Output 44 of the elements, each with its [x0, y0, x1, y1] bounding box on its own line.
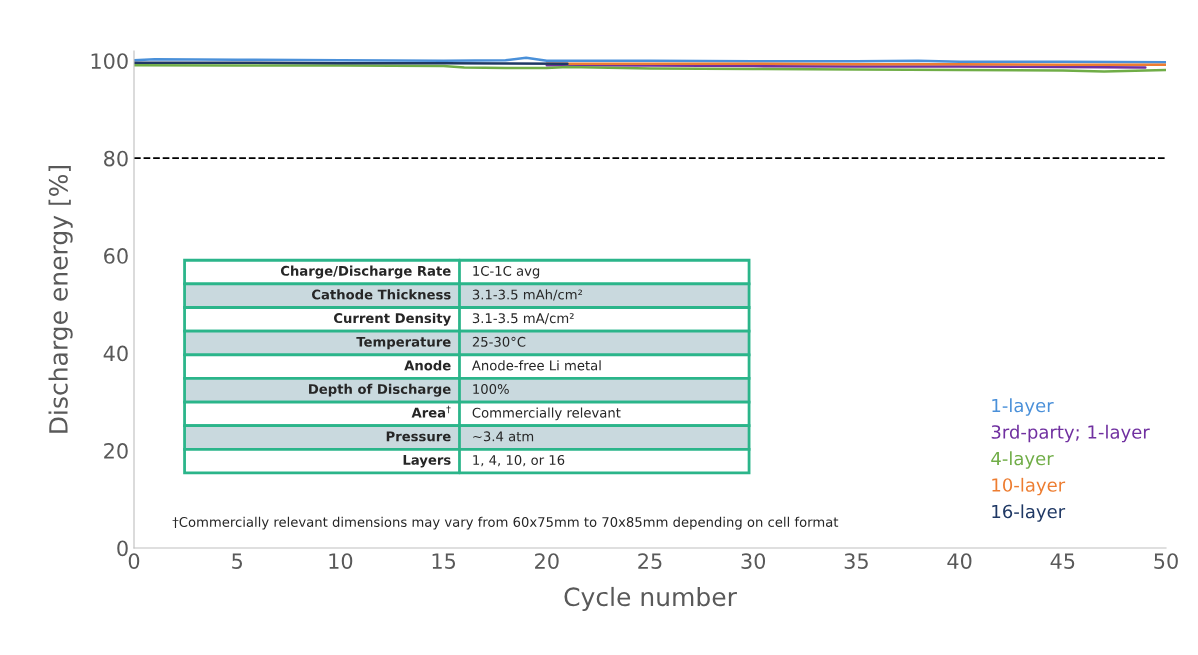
x-tick-label: 45 — [1050, 553, 1075, 569]
annotation: 3.1-3.5 mA/cm² — [472, 313, 574, 325]
annotation: Current Density — [333, 312, 451, 326]
y-tick-label: 20 — [104, 443, 128, 459]
text: 10-layer — [992, 477, 1066, 496]
text: 16-layer — [992, 504, 1066, 522]
x-tick-label: 35 — [844, 553, 868, 569]
annotation: Cathode Thickness — [311, 289, 451, 300]
annotation: 1C-1C avg — [473, 265, 540, 279]
y-tick-label: 60 — [104, 248, 128, 264]
annotation: Area$^{†}$ — [411, 405, 451, 418]
x-tick-label: 25 — [638, 553, 662, 569]
annotation: 3.1-3.5 mAh/cm² — [472, 289, 583, 301]
annotation: Anode-free Li metal — [471, 360, 601, 371]
x-tick-label: 15 — [432, 553, 456, 569]
y-tick-label: 100 — [91, 53, 128, 69]
x-tick-label: 0 — [128, 553, 140, 569]
annotation: 25-30°C — [472, 336, 526, 347]
annotation: Commercially relevant — [472, 407, 621, 421]
annotation: Charge/Discharge Rate — [280, 265, 451, 279]
y-tick-label: 40 — [103, 345, 128, 362]
annotation: 100% — [473, 384, 509, 395]
annotation: Anode — [404, 360, 451, 371]
y-tick-label: 80 — [104, 150, 128, 167]
y-tick-label: 0 — [117, 540, 128, 557]
x-tick-label: 20 — [535, 553, 559, 569]
text: 4-layer — [991, 451, 1054, 469]
x-tick-label: 10 — [329, 553, 353, 569]
annotation: Temperature — [356, 336, 451, 350]
text: 3rd-party; 1-layer — [991, 424, 1150, 443]
line-series — [134, 63, 1166, 73]
y-axis-title: Discharge energy [%] — [48, 165, 73, 433]
annotation: †Commercially relevant dimensions may vary from 60x75mm to 70x85mm depending on cell format — [172, 516, 839, 530]
x-tick-label: 30 — [741, 553, 766, 569]
x-tick-label: 40 — [947, 553, 972, 569]
x-axis-title: Cycle number — [564, 586, 737, 612]
annotation: ~3.4 atm — [473, 431, 534, 442]
x-tick-label: 5 — [232, 553, 243, 569]
x-tick-label: 50 — [1154, 553, 1178, 569]
annotation: Layers — [403, 455, 451, 468]
annotation: Depth of Discharge — [309, 383, 451, 397]
annotation: Pressure — [386, 431, 451, 442]
annotation: 1, 4, 10, or 16 — [473, 454, 565, 467]
text: 1-layer — [992, 398, 1054, 416]
